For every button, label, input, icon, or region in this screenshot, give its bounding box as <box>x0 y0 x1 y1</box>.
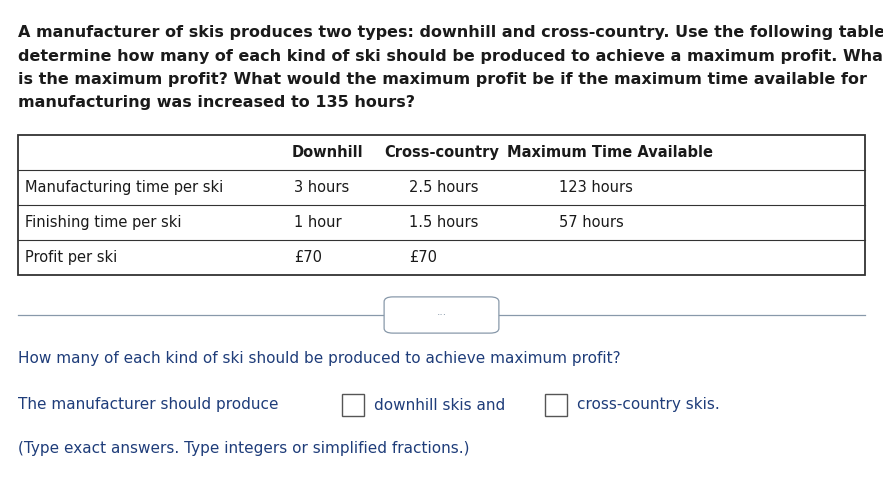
Text: (Type exact answers. Type integers or simplified fractions.): (Type exact answers. Type integers or si… <box>18 441 470 456</box>
Text: determine how many of each kind of ski should be produced to achieve a maximum p: determine how many of each kind of ski s… <box>18 48 883 63</box>
Text: £70: £70 <box>294 250 322 265</box>
Text: 1.5 hours: 1.5 hours <box>409 215 479 230</box>
Text: is the maximum profit? What would the maximum profit be if the maximum time avai: is the maximum profit? What would the ma… <box>18 72 867 87</box>
Text: Manufacturing time per ski: Manufacturing time per ski <box>25 180 223 195</box>
Text: Finishing time per ski: Finishing time per ski <box>25 215 182 230</box>
Text: ···: ··· <box>436 310 447 320</box>
Text: 2.5 hours: 2.5 hours <box>409 180 479 195</box>
Text: Downhill: Downhill <box>291 145 363 160</box>
Text: manufacturing was increased to 135 hours?: manufacturing was increased to 135 hours… <box>18 96 415 111</box>
Text: downhill skis and: downhill skis and <box>374 398 505 412</box>
Text: £70: £70 <box>409 250 437 265</box>
Bar <box>342 394 364 416</box>
Text: Cross-country: Cross-country <box>384 145 499 160</box>
Text: Profit per ski: Profit per ski <box>25 250 117 265</box>
Text: A manufacturer of skis produces two types: downhill and cross-country. Use the f: A manufacturer of skis produces two type… <box>18 25 883 40</box>
Text: 3 hours: 3 hours <box>294 180 350 195</box>
FancyBboxPatch shape <box>384 297 499 333</box>
Text: The manufacturer should produce: The manufacturer should produce <box>18 398 278 412</box>
Text: 123 hours: 123 hours <box>559 180 633 195</box>
Text: Maximum Time Available: Maximum Time Available <box>507 145 713 160</box>
Text: 57 hours: 57 hours <box>559 215 624 230</box>
Text: How many of each kind of ski should be produced to achieve maximum profit?: How many of each kind of ski should be p… <box>18 351 621 366</box>
Bar <box>545 394 567 416</box>
Text: cross-country skis.: cross-country skis. <box>577 398 720 412</box>
Text: 1 hour: 1 hour <box>294 215 342 230</box>
